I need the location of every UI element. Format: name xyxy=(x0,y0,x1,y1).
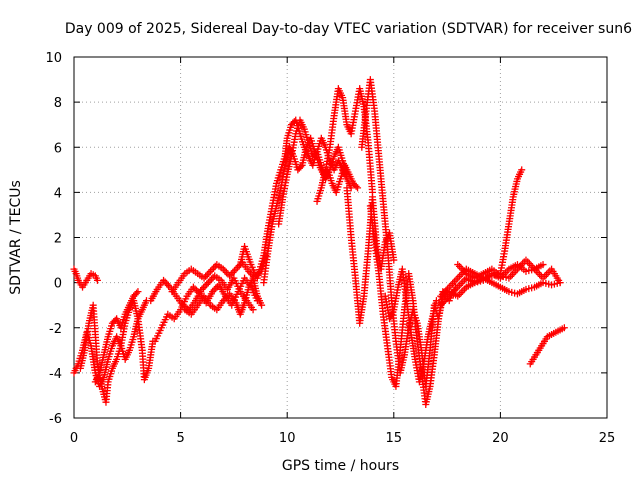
x-tick-label: 20 xyxy=(492,431,509,446)
data-point xyxy=(539,261,547,269)
y-tick-label: -4 xyxy=(49,367,62,382)
series-s3 xyxy=(76,297,157,406)
series-s20 xyxy=(526,324,568,368)
y-tick-label: 10 xyxy=(45,51,62,66)
data-point xyxy=(134,288,142,296)
x-tick-label: 10 xyxy=(279,431,296,446)
data-marks xyxy=(70,76,568,408)
y-tick-label: 4 xyxy=(54,186,62,201)
y-tick-label: -2 xyxy=(49,322,62,337)
y-axis-label: SDTVAR / TECUs xyxy=(8,180,24,295)
series-s15 xyxy=(366,202,460,408)
y-tick-label: 8 xyxy=(54,96,62,111)
x-tick-label: 25 xyxy=(599,431,616,446)
y-tick-label: 6 xyxy=(54,141,62,156)
data-point xyxy=(343,170,351,178)
y-tick-label: 0 xyxy=(54,277,62,292)
series-s19 xyxy=(445,166,526,300)
x-axis-label: GPS time / hours xyxy=(282,458,399,474)
data-point xyxy=(133,289,141,297)
data-point xyxy=(390,256,398,264)
x-tick-label: 0 xyxy=(70,431,78,446)
data-point xyxy=(258,301,266,309)
x-tick-label: 15 xyxy=(386,431,403,446)
series-s7 xyxy=(168,252,270,296)
y-tick-label: -6 xyxy=(49,412,62,427)
data-point xyxy=(93,276,101,284)
y-tick-label: 2 xyxy=(54,232,62,247)
data-point xyxy=(354,184,362,192)
series-s21 xyxy=(454,256,564,287)
data-point xyxy=(556,279,564,287)
data-point xyxy=(432,297,440,305)
series-s12 xyxy=(313,85,376,205)
chart-title: Day 009 of 2025, Sidereal Day-to-day VTE… xyxy=(65,21,632,37)
data-point xyxy=(560,324,568,332)
data-point xyxy=(249,306,257,314)
x-tick-label: 5 xyxy=(176,431,184,446)
series-s1 xyxy=(70,265,101,291)
data-point xyxy=(518,166,526,174)
axis-ticks: 0 5 10 15 20 25 -6 -4 -2 0 2 4 6 8 10 xyxy=(45,51,615,446)
data-point xyxy=(297,163,305,171)
series-s8 xyxy=(181,274,266,318)
series-s4 xyxy=(91,288,142,386)
data-point xyxy=(352,182,360,190)
series-s14 xyxy=(358,76,451,390)
